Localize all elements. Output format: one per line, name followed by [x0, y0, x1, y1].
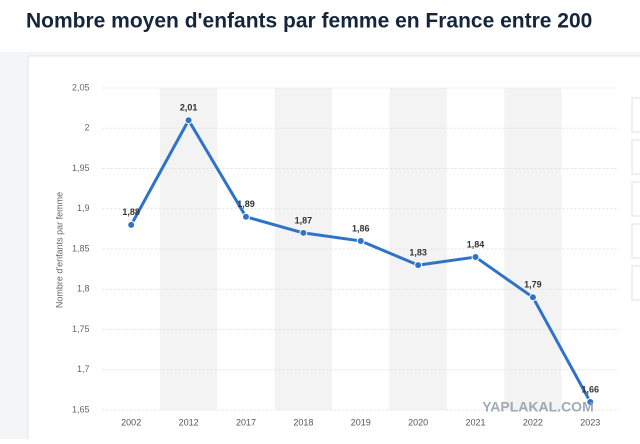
side-button[interactable] [631, 223, 640, 259]
y-tick-label: 1,65 [72, 404, 90, 414]
x-tick-label: 2023 [580, 417, 600, 427]
side-button[interactable] [631, 181, 640, 217]
y-tick-label: 1,9 [77, 203, 90, 213]
data-label: 1,86 [352, 223, 370, 233]
x-tick-label: 2012 [179, 417, 199, 427]
data-label: 1,88 [122, 207, 140, 217]
watermark: YAPLAKAL.COM [482, 399, 594, 415]
y-tick-label: 1,75 [72, 324, 90, 334]
data-point [471, 253, 480, 262]
chart-title: Nombre moyen d'enfants par femme en Fran… [26, 10, 592, 33]
data-label: 1,79 [524, 280, 542, 290]
data-label: 1,66 [582, 384, 600, 394]
x-tick-label: 2017 [236, 417, 256, 427]
y-tick-label: 2 [84, 123, 89, 133]
y-axis-label: Nombre d'enfants par femme [54, 192, 64, 308]
side-button[interactable] [631, 265, 640, 301]
data-point [586, 397, 595, 406]
side-buttons [631, 97, 640, 301]
category-band [504, 88, 562, 410]
header-background [0, 0, 640, 52]
data-point [241, 212, 250, 221]
y-tick-label: 2,05 [72, 82, 90, 92]
data-label: 1,87 [295, 215, 313, 225]
x-tick-label: 2022 [523, 417, 543, 427]
data-point [184, 116, 193, 125]
x-tick-label: 2018 [293, 417, 313, 427]
data-point [299, 228, 308, 237]
x-tick-label: 2020 [408, 417, 428, 427]
data-point [528, 293, 537, 302]
y-tick-label: 1,7 [77, 364, 90, 374]
data-point [356, 236, 365, 245]
data-point [127, 220, 136, 229]
data-label: 2,01 [180, 103, 198, 113]
x-tick-label: 2019 [351, 417, 371, 427]
x-tick-label: 2002 [121, 417, 141, 427]
y-tick-label: 1,95 [72, 163, 90, 173]
data-label: 1,89 [237, 199, 255, 209]
y-tick-label: 1,8 [77, 284, 90, 294]
data-label: 1,84 [467, 239, 485, 249]
side-button[interactable] [631, 139, 640, 175]
x-tick-label: 2021 [466, 417, 486, 427]
data-label: 1,83 [409, 247, 427, 257]
side-button[interactable] [631, 97, 640, 133]
data-point [414, 261, 423, 270]
y-tick-label: 1,85 [72, 243, 90, 253]
